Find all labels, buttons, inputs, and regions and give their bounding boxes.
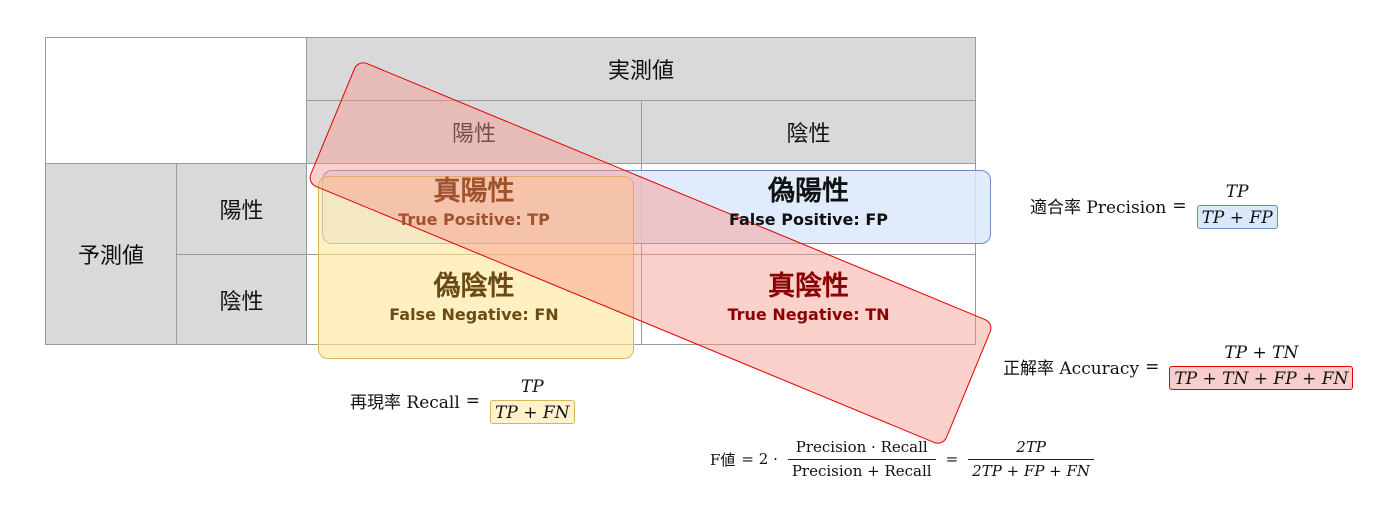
predicted-header: 予測値 <box>45 163 177 345</box>
actual-header: 実測値 <box>306 37 976 101</box>
fn-jp-label: 偽陰性 <box>433 271 515 302</box>
fn-label: 偽陰性 False Negative: FN <box>306 270 642 326</box>
actual-negative-header: 陰性 <box>641 100 976 164</box>
f-value-equals-2: = <box>945 450 959 468</box>
f-value-denominator-2: 2TP + FP + FN <box>968 459 1095 480</box>
tp-label: 真陽性 True Positive: TP <box>306 175 642 231</box>
tp-en-label: True Positive: TP <box>398 210 550 229</box>
f-value-numerator-1: Precision · Recall <box>795 438 928 456</box>
f-value-denominator-1: Precision + Recall <box>787 459 936 480</box>
accuracy-equals: = <box>1145 356 1160 377</box>
corner-blank-cell <box>45 37 307 164</box>
f-value-numerator-2: 2TP <box>1016 438 1046 456</box>
precision-denominator: TP + FP <box>1196 205 1278 229</box>
precision-numerator: TP <box>1225 182 1249 202</box>
precision-formula: 適合率 Precision = TP TP + FP <box>1030 182 1282 229</box>
precision-label: 適合率 Precision <box>1030 198 1167 218</box>
tn-label: 真陰性 True Negative: TN <box>641 270 976 326</box>
recall-fraction: TP TP + FN <box>490 377 575 424</box>
predicted-negative-header: 陰性 <box>176 254 307 345</box>
accuracy-denominator: TP + TN + FP + FN <box>1169 366 1354 390</box>
recall-equals: = <box>465 390 481 411</box>
recall-denominator: TP + FN <box>490 400 575 424</box>
accuracy-label: 正解率 Accuracy <box>1003 359 1140 379</box>
fp-label: 偽陽性 False Positive: FP <box>641 175 976 231</box>
predicted-positive-header: 陽性 <box>176 163 307 255</box>
f-value-fraction-2: 2TP 2TP + FP + FN <box>968 438 1095 480</box>
accuracy-formula: 正解率 Accuracy = TP + TN TP + TN + FP + FN <box>1003 343 1357 390</box>
tn-cell <box>641 254 976 345</box>
f-value-label: F値 <box>710 450 736 469</box>
recall-numerator: TP <box>520 377 544 397</box>
recall-label: 再現率 Recall <box>350 393 460 413</box>
accuracy-numerator: TP + TN <box>1224 343 1299 363</box>
f-value-fraction-1: Precision · Recall Precision + Recall <box>787 438 936 480</box>
f-value-formula: F値 = 2 · Precision · Recall Precision + … <box>710 438 1098 480</box>
recall-formula: 再現率 Recall = TP TP + FN <box>350 377 579 424</box>
accuracy-fraction: TP + TN TP + TN + FP + FN <box>1169 343 1354 390</box>
fn-en-label: False Negative: FN <box>389 305 559 324</box>
fp-jp-label: 偽陽性 <box>768 176 849 207</box>
precision-equals: = <box>1172 195 1187 216</box>
tn-jp-label: 真陰性 <box>768 271 849 302</box>
fp-en-label: False Positive: FP <box>729 210 888 229</box>
precision-fraction: TP TP + FP <box>1196 182 1278 229</box>
recall-highlight <box>318 176 634 359</box>
actual-positive-header: 陽性 <box>306 100 642 164</box>
tp-jp-label: 真陽性 <box>433 176 515 207</box>
tn-en-label: True Negative: TN <box>727 305 890 324</box>
f-value-equals-1: = 2 · <box>741 450 778 468</box>
